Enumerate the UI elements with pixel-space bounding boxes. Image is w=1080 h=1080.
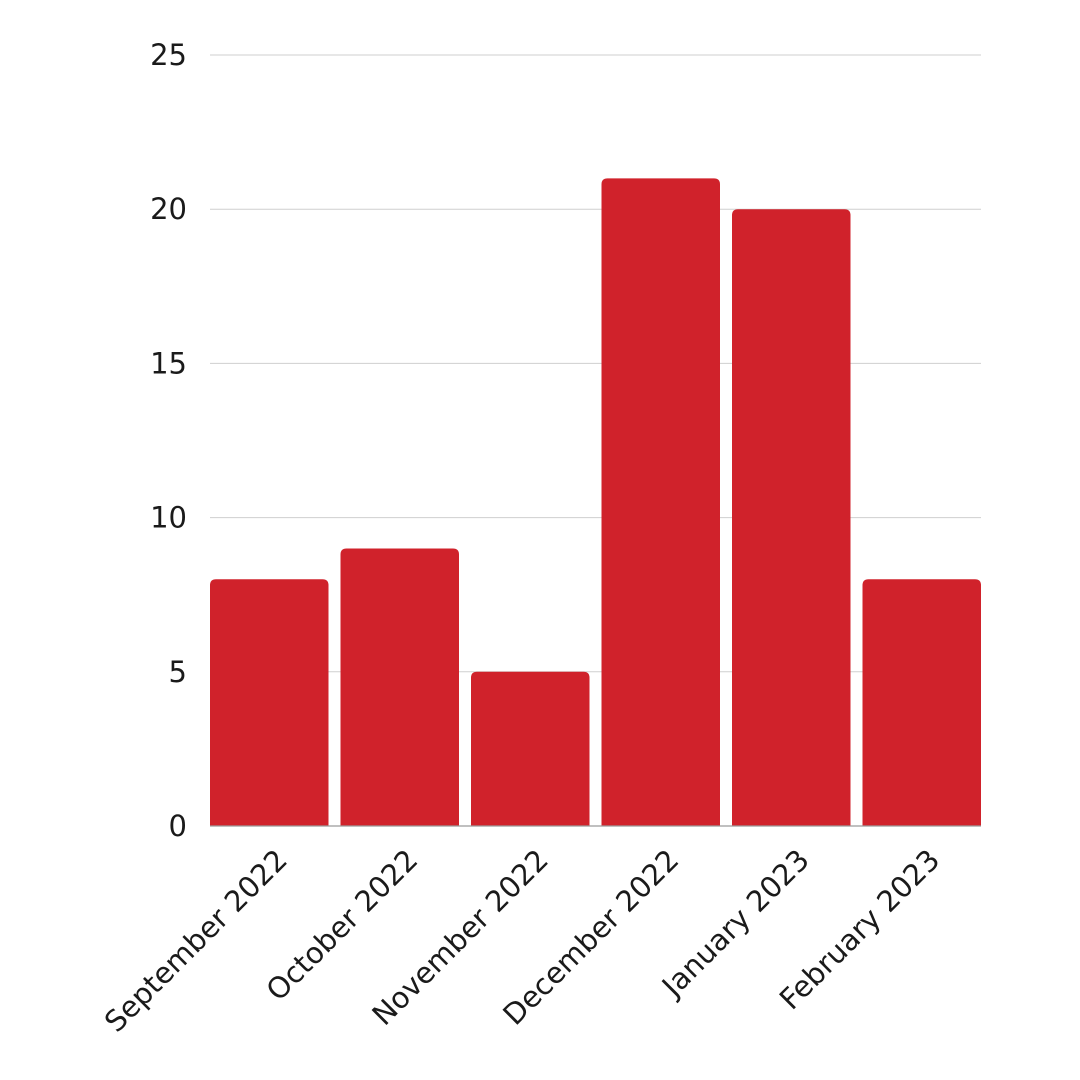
y-tick-label: 15 xyxy=(150,346,187,380)
bar-october-2022 xyxy=(340,548,459,826)
bar-september-2022 xyxy=(210,579,329,826)
x-tick-label: September 2022 xyxy=(98,843,294,1039)
bar-january-2023 xyxy=(732,209,851,826)
y-tick-label: 0 xyxy=(169,809,187,843)
bar-november-2022 xyxy=(471,671,590,826)
y-axis-ticks: 0 5 10 15 20 25 xyxy=(150,38,187,843)
bar-february-2023 xyxy=(862,579,981,826)
grid-lines xyxy=(210,54,981,673)
y-tick-label: 5 xyxy=(169,655,187,689)
y-tick-label: 10 xyxy=(150,501,187,535)
y-tick-label: 20 xyxy=(150,192,187,226)
bars xyxy=(210,178,981,827)
bar-december-2022 xyxy=(601,178,720,827)
y-tick-label: 25 xyxy=(150,38,187,72)
